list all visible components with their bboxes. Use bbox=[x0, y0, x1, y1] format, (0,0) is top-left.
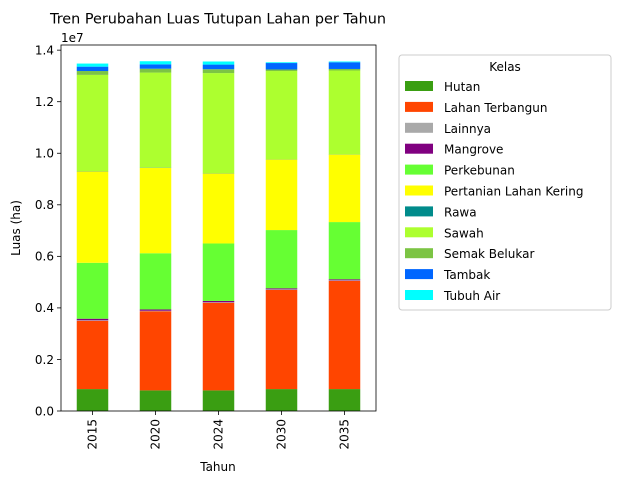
bar-segment bbox=[202, 390, 235, 411]
y-tick-label: 0.4 bbox=[35, 301, 54, 315]
y-offset-label: 1e7 bbox=[61, 31, 84, 45]
legend-label: Hutan bbox=[444, 80, 480, 94]
bar-segment bbox=[265, 288, 298, 290]
bar-segment bbox=[328, 62, 361, 69]
bar-segment bbox=[76, 318, 109, 321]
bar-segment bbox=[139, 167, 172, 254]
y-tick-label: 0.0 bbox=[35, 404, 54, 418]
y-tick-label: 0.2 bbox=[35, 353, 54, 367]
legend-label: Tubuh Air bbox=[443, 289, 500, 303]
legend-label: Mangrove bbox=[444, 143, 503, 157]
y-tick-label: 0.8 bbox=[35, 198, 54, 212]
bar-segment bbox=[202, 64, 235, 70]
bar-segment bbox=[139, 311, 172, 391]
x-tick-label: 2024 bbox=[212, 419, 226, 450]
legend-title: Kelas bbox=[489, 60, 521, 74]
bar-segment bbox=[328, 389, 361, 411]
legend-label: Perkebunan bbox=[444, 164, 515, 178]
bar-segment bbox=[139, 72, 172, 168]
y-axis: 0.0 0.2 0.4 0.6 0.8 1.0 1.2 1.4 bbox=[35, 43, 61, 418]
bar-segment bbox=[202, 302, 235, 303]
x-axis-label: Tahun bbox=[199, 460, 236, 474]
bar-segment bbox=[139, 310, 172, 312]
bar-segment bbox=[328, 154, 361, 223]
legend-label: Pertanian Lahan Kering bbox=[444, 185, 583, 199]
bar-segment bbox=[76, 74, 109, 172]
bar-segment bbox=[76, 262, 109, 319]
bar-segment bbox=[202, 73, 235, 174]
bar-segment bbox=[139, 68, 172, 73]
bar-segment bbox=[265, 63, 298, 70]
bar-segment bbox=[328, 279, 361, 281]
legend-swatch bbox=[405, 185, 433, 196]
bar-segment bbox=[328, 61, 361, 63]
legend-swatch bbox=[405, 290, 433, 300]
bar-segment bbox=[76, 171, 109, 263]
legend-swatch bbox=[405, 122, 433, 133]
x-tick-label: 2020 bbox=[149, 419, 163, 450]
bar-segment bbox=[202, 61, 235, 65]
bar-segment bbox=[202, 69, 235, 74]
bar-segment bbox=[328, 280, 361, 281]
bar-segment bbox=[139, 309, 172, 311]
bar-segment bbox=[265, 62, 298, 64]
legend-box bbox=[398, 54, 612, 311]
bar-segment bbox=[202, 173, 235, 244]
legend-label: Tambak bbox=[443, 268, 490, 282]
legend-label: Lainnya bbox=[444, 122, 491, 136]
x-tick-label: 2035 bbox=[338, 419, 352, 450]
legend-label: Semak Belukar bbox=[444, 247, 534, 261]
plot-frame bbox=[60, 44, 377, 412]
legend-swatch bbox=[405, 248, 433, 259]
legend-swatch bbox=[405, 81, 433, 91]
bar-segment bbox=[328, 68, 361, 71]
legend-swatch bbox=[405, 206, 433, 217]
bar-segment bbox=[76, 63, 109, 67]
bar-segment bbox=[76, 71, 109, 75]
chart-title: Tren Perubahan Luas Tutupan Lahan per Ta… bbox=[49, 12, 386, 28]
legend-swatch bbox=[405, 143, 433, 154]
x-tick-label: 2030 bbox=[275, 419, 289, 450]
bar-segment bbox=[139, 64, 172, 69]
bar-segment bbox=[265, 71, 298, 160]
bar-stacks bbox=[76, 61, 361, 411]
x-axis: 2015 2020 2024 2030 2035 bbox=[86, 411, 352, 450]
y-axis-label: Luas (ha) bbox=[9, 200, 23, 256]
bar-segment bbox=[328, 222, 361, 280]
bar-segment bbox=[202, 300, 235, 303]
legend-swatch bbox=[405, 164, 433, 175]
legend-label: Rawa bbox=[444, 205, 477, 219]
bar-segment bbox=[265, 230, 298, 289]
y-tick-label: 1.4 bbox=[35, 43, 54, 57]
legend-swatch bbox=[405, 227, 433, 238]
bar-segment bbox=[265, 389, 298, 411]
y-tick-label: 1.0 bbox=[35, 147, 54, 161]
bar-segment bbox=[265, 289, 298, 390]
legend-label: Sawah bbox=[444, 226, 484, 240]
bar-segment bbox=[76, 389, 109, 411]
bar-segment bbox=[76, 320, 109, 321]
bar-segment bbox=[76, 66, 109, 72]
bar-segment bbox=[139, 61, 172, 65]
bar-segment bbox=[139, 253, 172, 310]
bar-segment bbox=[202, 302, 235, 391]
bar-segment bbox=[328, 70, 361, 155]
bar-segment bbox=[265, 159, 298, 231]
x-tick-label: 2015 bbox=[86, 419, 100, 450]
bar-segment bbox=[139, 390, 172, 411]
y-tick-label: 1.2 bbox=[35, 95, 54, 109]
y-tick-label: 0.6 bbox=[35, 250, 54, 264]
bar-segment bbox=[76, 320, 109, 390]
legend-swatch bbox=[405, 101, 433, 112]
bar-segment bbox=[328, 280, 361, 390]
legend-swatch bbox=[405, 269, 433, 280]
legend-label: Lahan Terbangun bbox=[444, 101, 547, 115]
bar-segment bbox=[265, 69, 298, 72]
bar-segment bbox=[202, 243, 235, 301]
bar-segment bbox=[265, 289, 298, 290]
legend: Kelas Hutan Lahan Terbangun Lainnya Mangrov… bbox=[398, 54, 612, 311]
